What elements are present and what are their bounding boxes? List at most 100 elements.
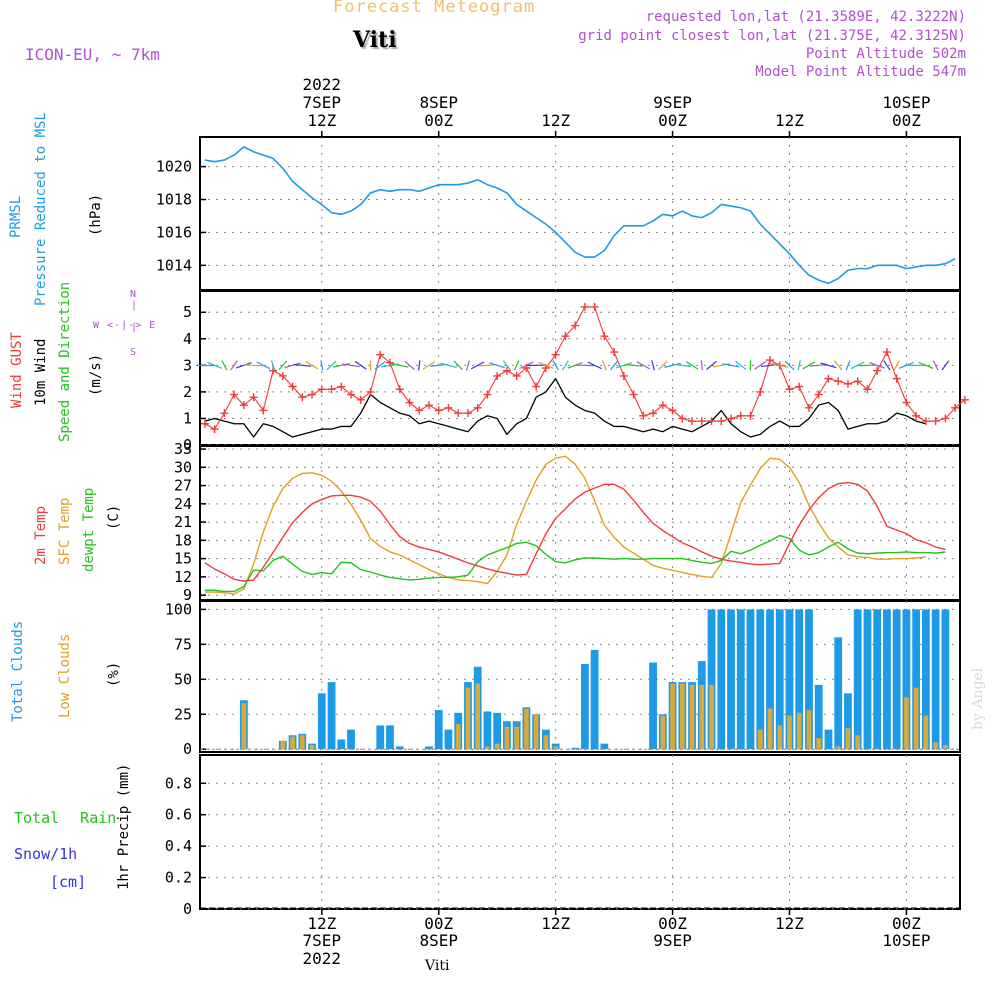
total-cloud-bar: [766, 609, 774, 750]
low-cloud-bar: [290, 736, 295, 750]
wind-direction-arrow: [244, 364, 263, 367]
low-cloud-bar: [767, 708, 773, 750]
clouds-ytick-label: 25: [174, 705, 192, 723]
clouds-ytick-label: 75: [174, 635, 192, 653]
low-cloud-bar: [543, 735, 549, 750]
point-altitude: Point Altitude 502m: [805, 46, 966, 62]
total-rain-label: Total Rain: [14, 809, 117, 827]
total-cloud-bar: [337, 739, 346, 750]
wind-gust-marker: [795, 382, 804, 391]
total-cloud-bar: [571, 747, 580, 750]
wind-gust-marker: [892, 374, 901, 383]
total-cloud-bar: [756, 609, 765, 750]
wind-direction-arrow: [658, 360, 668, 371]
wind-gust-marker: [814, 390, 823, 399]
wind-gust-marker: [424, 401, 433, 410]
wind-direction-arrow: [700, 360, 703, 371]
wind-ytick-label: 0: [183, 436, 192, 454]
wind-gust-marker: [347, 390, 356, 399]
total-cloud-bar: [327, 682, 336, 750]
wind-direction-arrow: [478, 364, 497, 367]
wind-gust-marker: [941, 414, 950, 423]
wind-direction-arrow: [722, 363, 740, 368]
low-cloud-bar: [524, 708, 529, 750]
wind-direction-arrow: [332, 362, 350, 368]
top-axis-hour: 12Z: [541, 111, 571, 130]
wind-direction-arrow: [374, 360, 386, 370]
total-cloud-bar: [775, 609, 784, 750]
wind-gust-marker: [610, 348, 619, 357]
low-cloud-bar: [943, 745, 948, 750]
wind-direction-arrow: [538, 361, 554, 369]
total-cloud-bar: [931, 609, 940, 750]
top-axis-hour: 12Z: [307, 111, 337, 130]
wind-gust-marker: [473, 403, 482, 412]
wind-gust-marker: [688, 417, 697, 426]
wind-gust-marker: [834, 377, 843, 386]
total-cloud-bar: [395, 746, 404, 750]
wind-direction-arrow: [706, 360, 717, 370]
wind-gust-marker: [804, 403, 813, 412]
gridpoint-coords: grid point closest lon,lat (21.375E, 42.…: [578, 28, 966, 44]
precip-ytick-label: 0: [183, 900, 192, 918]
total-cloud-bar: [814, 684, 823, 750]
wind-direction-arrow: [502, 360, 511, 371]
wind-direction-arrow: [575, 364, 594, 367]
wind-direction-arrow: [221, 360, 228, 371]
wind-gust-marker: [278, 371, 287, 380]
bottom-axis-year: 2022: [302, 949, 342, 968]
wind-ytick-label: 1: [183, 409, 192, 427]
wind-direction-arrow: [858, 364, 877, 367]
temperature-ytick-label: 12: [174, 568, 192, 586]
wind-gust-marker: [317, 385, 326, 394]
wind-gust-marker: [902, 398, 911, 407]
total-cloud-bar: [922, 609, 930, 750]
pressure-ytick-label: 1020: [156, 158, 192, 176]
meteogram-title: Forecast Meteogram: [333, 0, 536, 17]
wind-direction-arrow: [932, 360, 939, 371]
low-cloud-bar: [241, 703, 247, 750]
total-cloud-bar: [785, 609, 794, 750]
wind-direction-arrow: [236, 362, 252, 369]
total-cloud-bar: [434, 710, 443, 750]
low-cloud-bar: [933, 742, 938, 750]
wind-direction-arrow: [802, 361, 816, 370]
bottom-axis-hour: 00Z: [658, 914, 688, 933]
wind-direction-arrow: [664, 362, 681, 368]
total-cloud-bar: [580, 663, 589, 750]
wind-gust-marker: [483, 390, 492, 399]
total-cloud-bar: [386, 725, 394, 750]
wind-direction-arrow: [404, 360, 415, 370]
precip-ytick-label: 0.4: [165, 837, 192, 855]
wind-gust-marker: [931, 417, 940, 426]
bottom-axis-hour: 12Z: [307, 914, 337, 933]
wind-gust-marker: [756, 387, 765, 396]
bottom-axis-hour: 12Z: [541, 914, 571, 933]
wind-direction-arrow: [685, 361, 699, 370]
low-cloud-bar: [787, 715, 792, 750]
temp-sfc-line: [204, 455, 926, 595]
top-axis-date: 7SEP: [302, 93, 342, 112]
wind-gust-marker: [220, 409, 229, 418]
wind-ytick-label: 5: [183, 303, 192, 321]
wind-ytick-label: 4: [183, 330, 192, 348]
wind-gust-marker: [200, 419, 209, 428]
wind-direction-arrow: [941, 360, 950, 371]
wind-gust-marker: [746, 411, 755, 420]
low-cloud-bar: [816, 738, 822, 750]
total-cloud-bar: [551, 743, 560, 750]
wind-gust-marker: [512, 371, 521, 380]
precip-ytick-label: 0.2: [165, 869, 192, 887]
temperature-ytick-label: 27: [174, 477, 192, 495]
low-cloud-bar: [777, 725, 783, 750]
temperature-ytick-label: 33: [174, 440, 192, 458]
wind-10m-line: [204, 377, 927, 438]
total-cloud-bar: [347, 729, 355, 750]
wind-direction-arrow: [845, 360, 851, 371]
wind-gust-marker: [454, 409, 463, 418]
wind-direction-arrow: [609, 360, 619, 371]
wind-gust-marker: [951, 403, 960, 412]
wind-gust-marker: [882, 348, 891, 357]
wind-gust-marker: [960, 395, 969, 404]
total-cloud-bar: [883, 609, 891, 750]
